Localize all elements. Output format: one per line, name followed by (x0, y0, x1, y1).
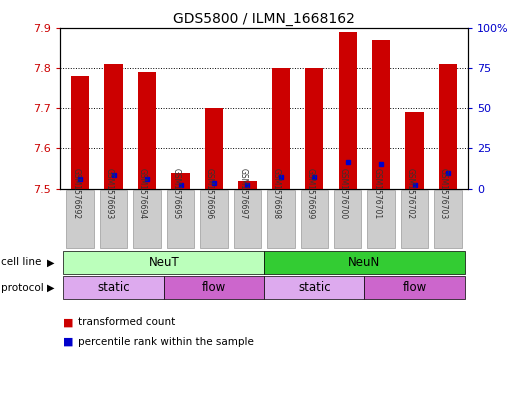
FancyBboxPatch shape (133, 190, 161, 248)
Text: NeuT: NeuT (149, 256, 179, 269)
FancyBboxPatch shape (267, 190, 294, 248)
FancyBboxPatch shape (234, 190, 261, 248)
Text: GSM1576695: GSM1576695 (172, 168, 180, 219)
Text: ■: ■ (63, 337, 73, 347)
Text: flow: flow (202, 281, 226, 294)
Text: GSM1576696: GSM1576696 (205, 168, 214, 219)
Text: GSM1576697: GSM1576697 (238, 168, 247, 219)
FancyBboxPatch shape (100, 190, 128, 248)
Text: GSM1576694: GSM1576694 (138, 168, 147, 219)
Bar (372, 40, 390, 189)
Text: static: static (97, 281, 130, 294)
Text: GSM1576703: GSM1576703 (439, 168, 448, 219)
Text: transformed count: transformed count (78, 317, 176, 327)
Text: percentile rank within the sample: percentile rank within the sample (78, 337, 254, 347)
FancyBboxPatch shape (66, 190, 94, 248)
FancyBboxPatch shape (264, 251, 465, 274)
FancyBboxPatch shape (63, 276, 164, 299)
Text: static: static (298, 281, 331, 294)
Text: ▶: ▶ (48, 257, 55, 267)
Text: GSM1576698: GSM1576698 (272, 168, 281, 219)
Bar (238, 181, 257, 189)
FancyBboxPatch shape (365, 276, 465, 299)
Text: flow: flow (403, 281, 427, 294)
Bar (338, 31, 357, 189)
FancyBboxPatch shape (264, 276, 365, 299)
FancyBboxPatch shape (164, 276, 264, 299)
Text: GSM1576701: GSM1576701 (372, 168, 381, 219)
FancyBboxPatch shape (334, 190, 361, 248)
FancyBboxPatch shape (63, 251, 264, 274)
Bar (439, 64, 457, 189)
Bar (405, 112, 424, 189)
Text: ■: ■ (63, 317, 73, 327)
Text: NeuN: NeuN (348, 256, 381, 269)
FancyBboxPatch shape (434, 190, 462, 248)
FancyBboxPatch shape (368, 190, 395, 248)
Text: GSM1576692: GSM1576692 (71, 168, 80, 219)
Bar (71, 76, 89, 189)
Bar (138, 72, 156, 189)
Text: GSM1576693: GSM1576693 (105, 168, 113, 219)
FancyBboxPatch shape (200, 190, 228, 248)
Bar (105, 64, 123, 189)
FancyBboxPatch shape (167, 190, 194, 248)
Text: GSM1576699: GSM1576699 (305, 168, 314, 219)
Text: GSM1576702: GSM1576702 (405, 168, 415, 219)
Text: GSM1576700: GSM1576700 (339, 168, 348, 219)
Bar (205, 108, 223, 189)
Bar (271, 68, 290, 189)
FancyBboxPatch shape (401, 190, 428, 248)
Bar (305, 68, 323, 189)
Bar (172, 173, 190, 189)
Text: protocol: protocol (1, 283, 44, 293)
Title: GDS5800 / ILMN_1668162: GDS5800 / ILMN_1668162 (173, 13, 355, 26)
FancyBboxPatch shape (301, 190, 328, 248)
Text: cell line: cell line (1, 257, 41, 267)
Text: ▶: ▶ (48, 283, 55, 293)
